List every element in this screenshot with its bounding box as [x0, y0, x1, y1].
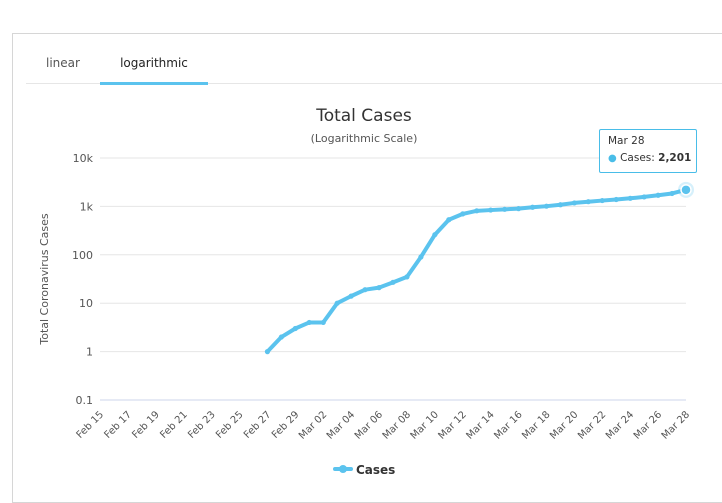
tooltip-series-label: Cases: [620, 152, 655, 164]
x-tick-label: Mar 14 [464, 409, 496, 441]
tooltip-dot-icon: ● [608, 153, 617, 164]
chart-card [12, 33, 722, 503]
data-point[interactable] [320, 319, 326, 326]
x-tick-label: Mar 20 [548, 409, 580, 441]
data-point[interactable] [348, 293, 354, 299]
x-tick-label: Mar 18 [520, 409, 552, 441]
data-point[interactable] [488, 207, 494, 213]
data-point[interactable] [599, 197, 605, 204]
data-point[interactable] [278, 334, 284, 340]
y-axis-label: Total Coronavirus Cases [38, 213, 51, 346]
data-point[interactable] [529, 204, 536, 210]
x-tick-label: Feb 29 [270, 409, 302, 441]
y-tick-label: 1k [80, 200, 94, 213]
x-tick-label: Mar 22 [576, 409, 608, 441]
tooltip: Mar 28 ● Cases: 2,201 [599, 129, 697, 173]
data-point[interactable] [264, 349, 271, 355]
x-tick-label: Mar 26 [632, 409, 664, 441]
tooltip-value: 2,201 [658, 152, 692, 164]
x-tick-label: Feb 17 [102, 409, 134, 441]
data-point[interactable] [446, 217, 452, 223]
data-point[interactable] [502, 206, 508, 212]
x-tick-label: Mar 24 [604, 409, 636, 441]
tab-linear[interactable]: linear [26, 33, 100, 83]
legend[interactable]: Cases [333, 463, 395, 477]
data-point[interactable] [641, 194, 647, 200]
data-point[interactable] [432, 232, 438, 238]
data-point[interactable] [543, 203, 550, 209]
legend-label: Cases [356, 463, 395, 477]
x-tick-label: Mar 16 [492, 409, 524, 441]
grid-lines [100, 157, 686, 401]
data-point[interactable] [669, 190, 675, 197]
data-point[interactable] [655, 192, 661, 198]
y-tick-label: 0.1 [76, 394, 94, 407]
x-tick-label: Feb 23 [186, 409, 218, 441]
data-point[interactable] [390, 279, 396, 285]
data-point[interactable] [306, 319, 312, 326]
x-tick-label: Mar 28 [660, 409, 692, 441]
series-line [265, 187, 688, 354]
legend-marker [339, 465, 347, 473]
data-point[interactable] [334, 300, 340, 306]
data-point[interactable] [376, 285, 382, 291]
y-tick-label: 10k [73, 152, 94, 165]
x-tick-label: Feb 21 [158, 409, 190, 441]
x-tick-label: Mar 04 [325, 409, 357, 441]
tab-logarithmic-label: logarithmic [120, 56, 188, 70]
highlighted-data-point[interactable] [680, 184, 692, 196]
y-tick-label: 10 [79, 297, 93, 310]
x-tick-label: Mar 02 [297, 409, 329, 441]
data-point[interactable] [585, 199, 591, 205]
data-point[interactable] [515, 206, 522, 212]
tab-logarithmic[interactable]: logarithmic [100, 33, 208, 85]
data-point[interactable] [627, 195, 633, 201]
x-tick-label: Mar 12 [437, 409, 469, 441]
y-tick-label: 100 [72, 249, 93, 262]
x-tick-label: Feb 25 [214, 409, 246, 441]
data-point[interactable] [292, 325, 298, 332]
chart-subtitle: (Logarithmic Scale) [311, 132, 418, 145]
data-point[interactable] [460, 211, 466, 217]
series-cases [264, 181, 694, 355]
data-point[interactable] [571, 200, 577, 206]
data-point[interactable] [557, 202, 564, 208]
data-point[interactable] [474, 208, 480, 214]
tab-linear-label: linear [46, 56, 80, 70]
scale-tabs: linear logarithmic [26, 33, 722, 85]
x-tick-label: Feb 19 [130, 409, 162, 441]
x-tick-label: Mar 06 [353, 409, 385, 441]
chart-title: Total Cases [315, 106, 412, 126]
x-tick-label: Mar 08 [381, 409, 413, 441]
x-tick-label: Feb 15 [75, 409, 107, 441]
data-point[interactable] [613, 196, 619, 203]
data-point[interactable] [404, 274, 410, 280]
x-tick-label: Feb 27 [242, 409, 274, 441]
tooltip-date: Mar 28 [608, 135, 645, 147]
y-tick-label: 1 [86, 346, 93, 359]
data-point[interactable] [362, 287, 368, 293]
y-axis-ticks: 0.1 1 10 100 1k 10k [72, 152, 94, 407]
active-tab-indicator [100, 82, 208, 85]
x-tick-label: Mar 10 [409, 409, 441, 441]
data-point[interactable] [418, 254, 424, 260]
